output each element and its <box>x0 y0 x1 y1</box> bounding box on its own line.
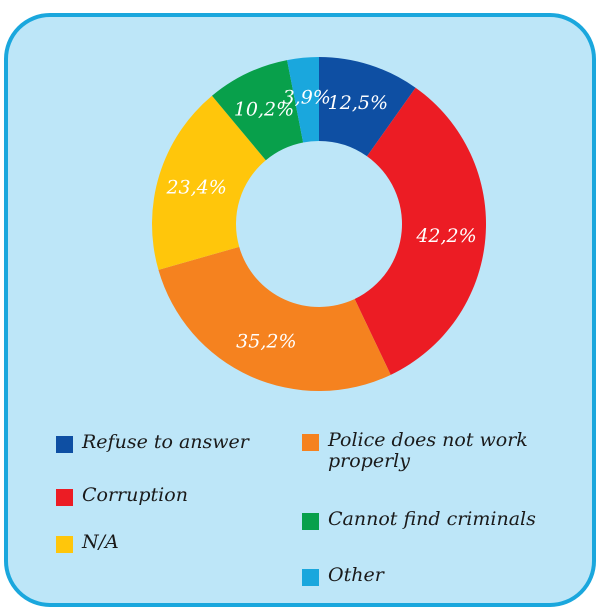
legend-label: Refuse to answer <box>82 431 249 453</box>
legend-label: Police does not work properly <box>328 429 528 472</box>
legend-item-cannot-find: Cannot find criminals <box>302 509 572 530</box>
donut-slice <box>354 87 487 375</box>
donut-slice <box>158 246 391 391</box>
slice-value-label: 23,4% <box>165 176 226 198</box>
donut-slice <box>212 60 304 161</box>
legend-swatch <box>302 434 319 451</box>
legend-label: N/A <box>82 531 119 553</box>
slice-value-label: 12,5% <box>328 92 388 114</box>
slice-value-label: 42,2% <box>415 225 476 247</box>
slice-value-label: 35,2% <box>236 331 296 353</box>
donut-slice <box>319 57 416 157</box>
legend-item-refuse: Refuse to answer <box>56 432 286 453</box>
legend-swatch <box>302 569 319 586</box>
legend-label: Cannot find criminals <box>328 508 536 530</box>
legend-swatch <box>56 536 73 553</box>
legend-swatch <box>302 513 319 530</box>
legend-item-corruption: Corruption <box>56 485 286 506</box>
legend-item-na: N/A <box>56 532 286 553</box>
legend-item-police: Police does not work properly <box>302 430 552 472</box>
slice-value-label: 3,9% <box>283 87 331 109</box>
legend-label: Corruption <box>82 484 188 506</box>
legend-label: Other <box>328 564 384 586</box>
legend-swatch <box>56 436 73 453</box>
slice-value-label: 10,2% <box>234 98 294 120</box>
donut-slice <box>287 57 319 143</box>
legend-item-other: Other <box>302 565 532 586</box>
donut-slice <box>151 95 266 270</box>
legend-swatch <box>56 489 73 506</box>
